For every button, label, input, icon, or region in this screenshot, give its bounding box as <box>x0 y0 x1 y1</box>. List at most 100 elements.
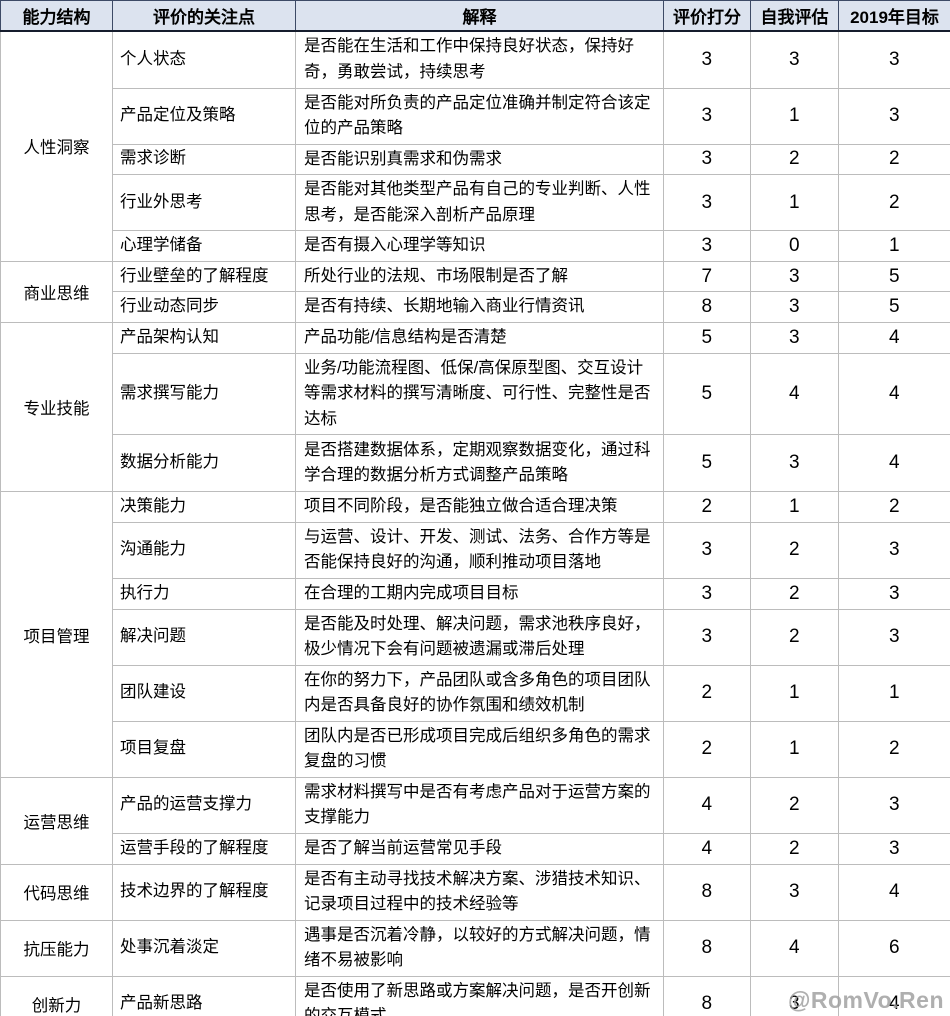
capability-group-cell: 项目管理 <box>0 491 113 778</box>
score-cell: 8 <box>663 291 751 323</box>
target-cell: 4 <box>838 863 950 921</box>
table-row: 代码思维 技术边界的了解程度 是否有主动寻找技术解决方案、涉猎技术知识、记录项目过程… <box>0 863 950 921</box>
score-cell: 4 <box>663 833 751 865</box>
focus-cell: 产品定位及策略 <box>112 87 296 145</box>
header-2019-target: 2019年目标 <box>838 0 950 32</box>
explanation-cell: 是否能识别真需求和伪需求 <box>295 143 664 176</box>
self-assessment-cell: 3 <box>750 975 839 1016</box>
table-row: 数据分析能力 是否搭建数据体系，定期观察数据变化，通过科学合理的数据分析方式调整产… <box>1 434 950 493</box>
score-cell: 3 <box>663 608 751 666</box>
focus-cell: 决策能力 <box>112 491 296 523</box>
table-row: 产品定位及策略 是否能对所负责的产品定位准确并制定符合该定位的产品策略 3 1 3 <box>1 87 950 145</box>
capability-group-cell: 人性洞察 <box>0 30 113 262</box>
target-cell: 5 <box>838 291 950 323</box>
score-cell: 3 <box>663 174 751 232</box>
table-row: 运营手段的了解程度 是否了解当前运营常见手段 4 2 3 <box>1 833 950 865</box>
score-cell: 4 <box>663 776 751 835</box>
score-cell: 2 <box>663 720 751 778</box>
table-row: 沟通能力 与运营、设计、开发、测试、法务、合作方等是否能保持良好的沟通，顺利推动项… <box>1 521 950 579</box>
self-assessment-cell: 3 <box>750 30 839 89</box>
focus-cell: 产品的运营支撑力 <box>112 776 296 835</box>
explanation-cell: 在合理的工期内完成项目目标 <box>295 577 664 610</box>
explanation-cell: 是否有摄入心理学等知识 <box>295 230 664 262</box>
explanation-cell: 是否能在生活和工作中保持良好状态，保持好奇，勇敢尝试，持续思考 <box>295 30 664 89</box>
header-evaluation-score: 评价打分 <box>663 0 751 32</box>
header-capability-structure: 能力结构 <box>0 0 113 32</box>
self-assessment-cell: 1 <box>750 664 839 722</box>
explanation-cell: 团队内是否已形成项目完成后组织多角色的需求复盘的习惯 <box>295 720 664 778</box>
target-cell: 4 <box>838 975 950 1016</box>
explanation-cell: 是否使用了新思路或方案解决问题，是否开创新的交互模式 <box>295 975 664 1016</box>
self-assessment-cell: 3 <box>750 291 839 323</box>
self-assessment-cell: 4 <box>750 352 839 436</box>
table-row: 运营思维 产品的运营支撑力 需求材料撰写中是否有考虑产品对于运营方案的支撑能力 4 2 3 <box>0 776 950 865</box>
explanation-cell: 是否了解当前运营常见手段 <box>295 833 664 865</box>
focus-cell: 需求诊断 <box>112 143 296 176</box>
explanation-cell: 需求材料撰写中是否有考虑产品对于运营方案的支撑能力 <box>295 776 664 835</box>
target-cell: 4 <box>838 352 950 436</box>
target-cell: 3 <box>838 30 950 89</box>
self-assessment-cell: 3 <box>750 322 839 354</box>
target-cell: 4 <box>838 322 950 354</box>
capability-group-cell: 代码思维 <box>0 863 113 921</box>
target-cell: 3 <box>838 776 950 835</box>
target-cell: 6 <box>838 919 950 977</box>
self-assessment-cell: 2 <box>750 776 839 835</box>
focus-cell: 处事沉着淡定 <box>112 919 296 977</box>
self-assessment-cell: 1 <box>750 491 839 523</box>
table-row: 执行力 在合理的工期内完成项目目标 3 2 3 <box>1 577 950 610</box>
score-cell: 2 <box>663 664 751 722</box>
table-body: 人性洞察 个人状态 是否能在生活和工作中保持良好状态，保持好奇，勇敢尝试，持续思考 3… <box>0 30 950 1016</box>
target-cell: 2 <box>838 491 950 523</box>
focus-cell: 数据分析能力 <box>112 434 296 493</box>
explanation-cell: 遇事是否沉着冷静，以较好的方式解决问题，情绪不易被影响 <box>295 919 664 977</box>
header-evaluation-focus: 评价的关注点 <box>112 0 296 32</box>
table-row: 行业外思考 是否能对其他类型产品有自己的专业判断、人性思考，是否能深入剖析产品原理… <box>1 174 950 232</box>
score-cell: 3 <box>663 521 751 579</box>
score-cell: 3 <box>663 577 751 610</box>
explanation-cell: 所处行业的法规、市场限制是否了解 <box>295 260 664 293</box>
focus-cell: 运营手段的了解程度 <box>112 833 296 865</box>
explanation-cell: 在你的努力下，产品团队或含多角色的项目团队内是否具备良好的协作氛围和绩效机制 <box>295 664 664 722</box>
explanation-cell: 与运营、设计、开发、测试、法务、合作方等是否能保持良好的沟通，顺利推动项目落地 <box>295 521 664 579</box>
self-assessment-cell: 3 <box>750 260 839 293</box>
capability-group-cell: 专业技能 <box>0 321 113 493</box>
target-cell: 3 <box>838 577 950 610</box>
focus-cell: 沟通能力 <box>112 521 296 579</box>
capability-group-cell: 创新力 <box>0 975 113 1016</box>
table-row: 行业动态同步 是否有持续、长期地输入商业行情资讯 8 3 5 <box>1 291 950 323</box>
focus-cell: 产品架构认知 <box>112 322 296 354</box>
explanation-cell: 是否能对其他类型产品有自己的专业判断、人性思考，是否能深入剖析产品原理 <box>295 174 664 232</box>
self-assessment-cell: 0 <box>750 230 839 262</box>
self-assessment-cell: 1 <box>750 174 839 232</box>
score-cell: 3 <box>663 87 751 145</box>
table-row: 项目管理 决策能力 项目不同阶段，是否能独立做合适合理决策 2 1 2 <box>0 491 950 778</box>
table-row: 专业技能 产品架构认知 产品功能/信息结构是否清楚 5 3 4 <box>0 321 950 493</box>
focus-cell: 个人状态 <box>112 30 296 89</box>
explanation-cell: 产品功能/信息结构是否清楚 <box>295 322 664 354</box>
self-assessment-cell: 2 <box>750 833 839 865</box>
explanation-cell: 是否有主动寻找技术解决方案、涉猎技术知识、记录项目过程中的技术经验等 <box>295 863 664 921</box>
score-cell: 5 <box>663 352 751 436</box>
target-cell: 2 <box>838 720 950 778</box>
table-row: 商业思维 行业壁垒的了解程度 所处行业的法规、市场限制是否了解 7 3 5 <box>0 260 950 324</box>
explanation-cell: 是否有持续、长期地输入商业行情资讯 <box>295 291 664 323</box>
explanation-cell: 项目不同阶段，是否能独立做合适合理决策 <box>295 491 664 523</box>
table-row: 需求撰写能力 业务/功能流程图、低保/高保原型图、交互设计等需求材料的撰写清晰度、… <box>1 352 950 436</box>
focus-cell: 项目复盘 <box>112 720 296 778</box>
self-assessment-cell: 3 <box>750 863 839 921</box>
header-explanation: 解释 <box>295 0 664 32</box>
target-cell: 3 <box>838 521 950 579</box>
focus-cell: 行业外思考 <box>112 174 296 232</box>
self-assessment-cell: 1 <box>750 720 839 778</box>
score-cell: 3 <box>663 30 751 89</box>
target-cell: 1 <box>838 230 950 262</box>
focus-cell: 心理学储备 <box>112 230 296 262</box>
table-row: 心理学储备 是否有摄入心理学等知识 3 0 1 <box>1 230 950 262</box>
table-row: 人性洞察 个人状态 是否能在生活和工作中保持良好状态，保持好奇，勇敢尝试，持续思考 3… <box>0 30 950 262</box>
self-assessment-cell: 2 <box>750 143 839 176</box>
capability-group-cell: 运营思维 <box>0 776 113 865</box>
score-cell: 3 <box>663 230 751 262</box>
